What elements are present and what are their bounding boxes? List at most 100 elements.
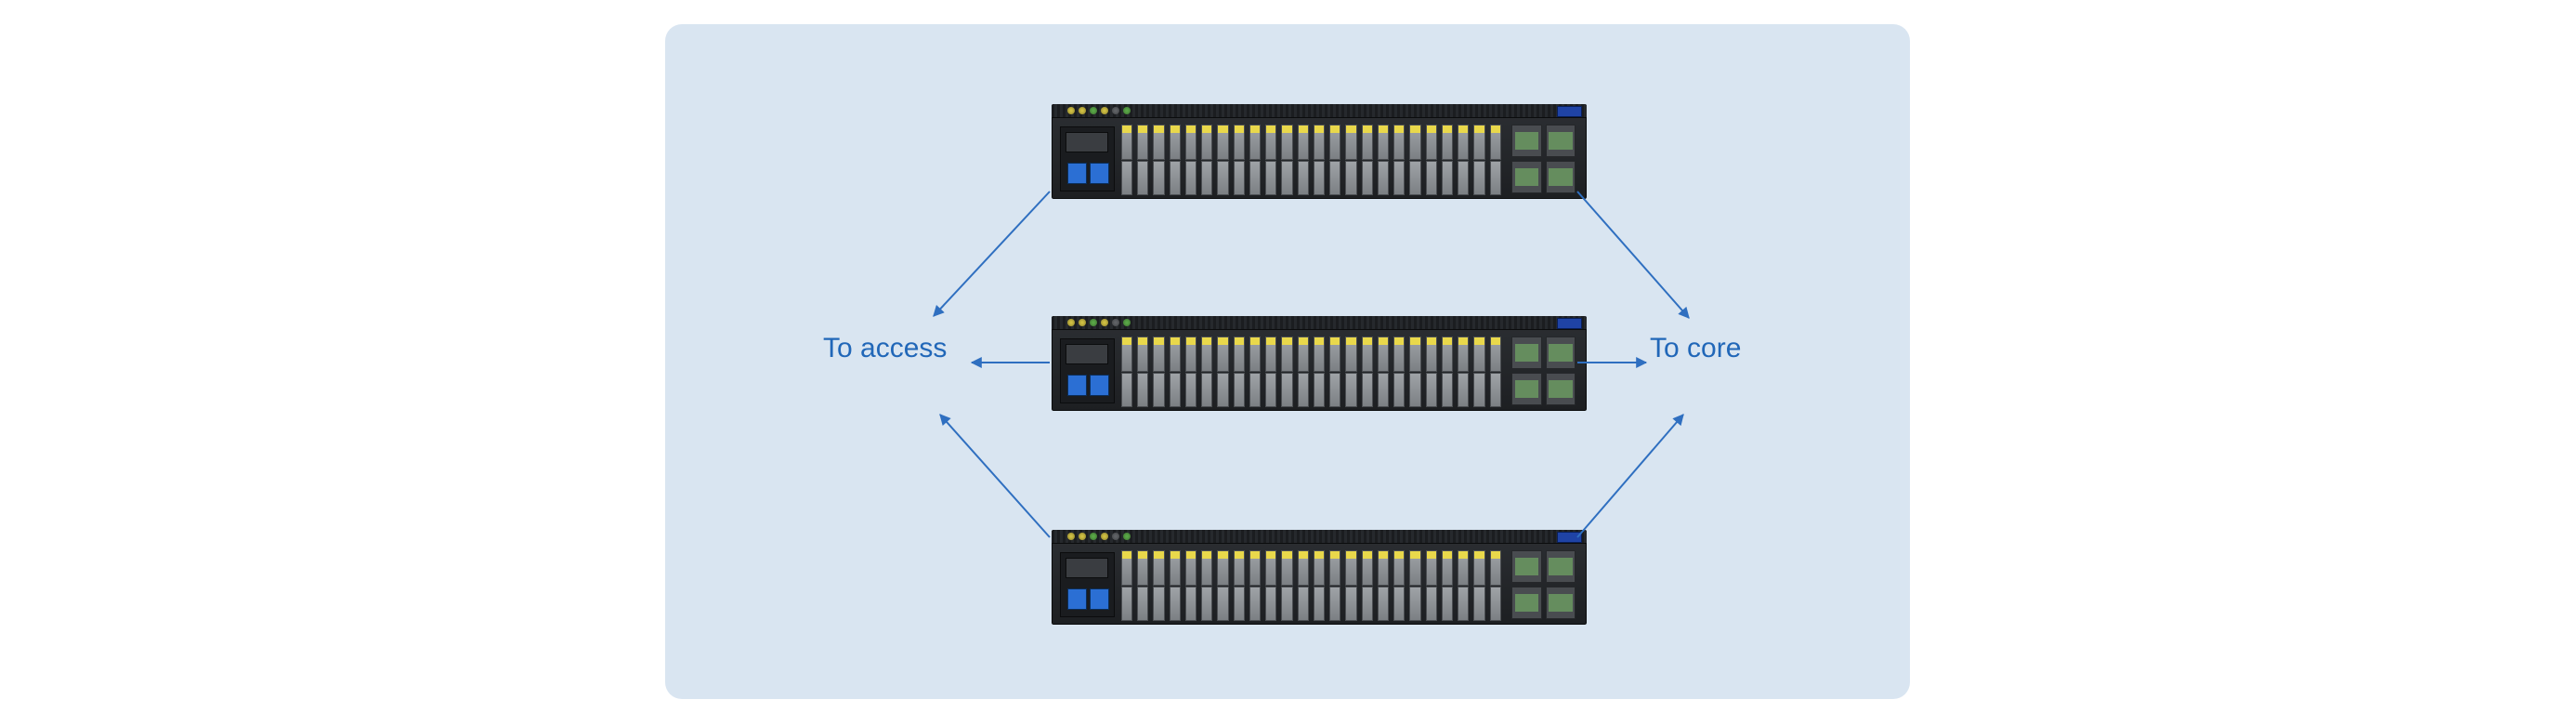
sfp-port (1217, 161, 1228, 195)
sfp-port (1265, 550, 1276, 585)
sfp-port (1329, 550, 1340, 585)
usb-port (1067, 375, 1088, 397)
sfp-port (1442, 373, 1453, 407)
status-led (1112, 533, 1119, 540)
sfp-port (1170, 373, 1181, 407)
sfp-port (1345, 587, 1356, 621)
mgmt-panel (1060, 552, 1116, 616)
sfp-port (1442, 161, 1453, 195)
qsfp-port (1546, 337, 1576, 369)
sfp-port (1345, 373, 1356, 407)
sfp-port (1490, 161, 1501, 195)
status-led (1101, 533, 1108, 540)
sfp-port (1409, 161, 1420, 195)
sfp-port (1409, 587, 1420, 621)
sfp-port (1234, 587, 1245, 621)
sfp-port (1362, 125, 1373, 159)
status-led (1079, 533, 1086, 540)
status-led (1112, 107, 1119, 114)
sfp-port (1170, 587, 1181, 621)
sfp-port (1234, 373, 1245, 407)
sfp-port (1426, 373, 1437, 407)
sfp-port (1378, 587, 1389, 621)
sfp-port (1314, 337, 1325, 371)
sfp-port (1137, 125, 1148, 159)
sfp-port (1185, 161, 1196, 195)
sfp-port (1490, 550, 1501, 585)
qsfp-port (1511, 337, 1541, 369)
sfp-port (1345, 337, 1356, 371)
qsfp-port (1546, 373, 1576, 405)
sfp-port (1121, 125, 1132, 159)
sfp-port (1393, 373, 1405, 407)
sfp-port (1137, 373, 1148, 407)
sfp-port (1265, 587, 1276, 621)
sfp-port (1234, 337, 1245, 371)
sfp-port (1185, 337, 1196, 371)
sfp-port (1393, 587, 1405, 621)
brand-logo (1557, 106, 1583, 117)
status-led (1090, 319, 1097, 326)
sfp-port (1121, 161, 1132, 195)
status-led (1079, 107, 1086, 114)
usb-port (1090, 588, 1110, 611)
sfp-port (1329, 373, 1340, 407)
sfp-port (1458, 587, 1469, 621)
sfp-port (1185, 373, 1196, 407)
sfp-port (1137, 587, 1148, 621)
sfp-port (1345, 550, 1356, 585)
sfp-port (1170, 550, 1181, 585)
qsfp-port (1511, 161, 1541, 193)
sfp-port (1153, 550, 1164, 585)
sfp-port (1442, 337, 1453, 371)
status-led (1123, 533, 1131, 540)
sfp-port (1281, 550, 1292, 585)
sfp-port (1298, 373, 1309, 407)
label-to-core: To core (1650, 333, 1741, 364)
qsfp-port (1546, 125, 1576, 157)
qsfp-port (1546, 550, 1576, 583)
sfp-port (1201, 161, 1212, 195)
sfp-port (1314, 161, 1325, 195)
label-to-core-text: To core (1650, 333, 1741, 363)
sfp-port (1217, 373, 1228, 407)
sfp-port (1298, 337, 1309, 371)
network-switch (1052, 104, 1587, 199)
sfp-port (1217, 550, 1228, 585)
status-led (1101, 319, 1108, 326)
sfp-port (1314, 587, 1325, 621)
status-led (1090, 533, 1097, 540)
sfp-port (1281, 373, 1292, 407)
sfp-port (1473, 125, 1484, 159)
sfp-port (1234, 125, 1245, 159)
sfp-port (1473, 161, 1484, 195)
status-led (1079, 319, 1086, 326)
sfp-port (1362, 373, 1373, 407)
sfp-port (1378, 337, 1389, 371)
network-switch (1052, 530, 1587, 625)
sfp-port (1217, 587, 1228, 621)
sfp-port (1362, 337, 1373, 371)
sfp-port (1314, 125, 1325, 159)
network-switch (1052, 316, 1587, 411)
sfp-port (1234, 550, 1245, 585)
sfp-port (1426, 125, 1437, 159)
sfp-port (1329, 587, 1340, 621)
status-led (1112, 319, 1119, 326)
sfp-port (1265, 125, 1276, 159)
sfp-port (1473, 587, 1484, 621)
sfp-port (1185, 125, 1196, 159)
sfp-port (1490, 587, 1501, 621)
sfp-port (1298, 550, 1309, 585)
status-led (1123, 107, 1131, 114)
sfp-port (1234, 161, 1245, 195)
sfp-port (1265, 373, 1276, 407)
sfp-port (1490, 337, 1501, 371)
mgmt-panel (1060, 338, 1116, 403)
qsfp-port (1546, 587, 1576, 619)
sfp-port (1137, 337, 1148, 371)
qsfp-port (1511, 125, 1541, 157)
status-led (1101, 107, 1108, 114)
sfp-port (1153, 337, 1164, 371)
sfp-port (1121, 550, 1132, 585)
